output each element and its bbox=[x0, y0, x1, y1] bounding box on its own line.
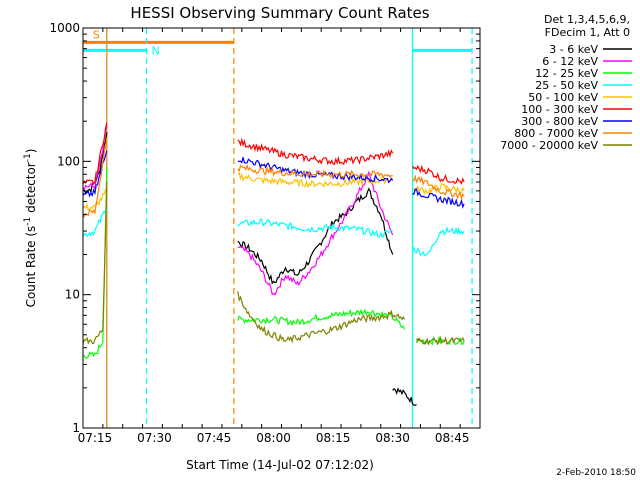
flag-label-night: N bbox=[152, 44, 160, 57]
legend-label-5: 100 - 300 keV bbox=[521, 103, 598, 116]
series-line-4-segment-1 bbox=[237, 171, 393, 189]
legend-label-4: 50 - 100 keV bbox=[528, 91, 598, 104]
x-tick-label-3: 08:00 bbox=[256, 431, 291, 445]
y-tick-label-1: 10 bbox=[65, 288, 80, 302]
series-line-5-segment-2 bbox=[411, 164, 465, 185]
axes-layer: 1 10 100 1000 07:15 07:30 07:45 08:00 08:15 08:30… bbox=[49, 21, 481, 445]
y-tick-label-2: 100 bbox=[57, 154, 80, 168]
legend-label-7: 800 - 7000 keV bbox=[514, 127, 598, 140]
flag-label-saa: S bbox=[93, 28, 100, 41]
series-line-5-segment-0 bbox=[82, 122, 108, 186]
series-layer bbox=[82, 122, 465, 407]
series-line-7-segment-1 bbox=[237, 163, 393, 179]
y-tick-label-3: 1000 bbox=[49, 21, 80, 35]
series-line-8-segment-1 bbox=[237, 291, 406, 344]
series-line-1-segment-0 bbox=[82, 125, 108, 191]
legend-label-1: 6 - 12 keV bbox=[542, 55, 598, 68]
legend-label-8: 7000 - 20000 keV bbox=[500, 139, 598, 152]
series-line-0-segment-2 bbox=[392, 387, 417, 407]
legend-header-line-1: Det 1,3,4,5,6,9, bbox=[544, 13, 630, 26]
x-tick-label-5: 08:30 bbox=[375, 431, 410, 445]
series-line-5-segment-1 bbox=[237, 137, 394, 166]
series-line-7-segment-0 bbox=[82, 137, 108, 218]
legend-label-3: 25 - 50 keV bbox=[535, 79, 598, 92]
series-line-6-segment-1 bbox=[237, 157, 394, 184]
series-line-8-segment-0 bbox=[82, 181, 108, 345]
series-line-6-segment-2 bbox=[412, 188, 465, 209]
series-line-3-segment-1 bbox=[237, 218, 393, 238]
flag-layer: SN bbox=[83, 28, 473, 57]
x-tick-label-2: 07:45 bbox=[197, 431, 232, 445]
marker-layer bbox=[106, 28, 473, 428]
series-line-3-segment-0 bbox=[82, 207, 108, 238]
series-line-2-segment-0 bbox=[82, 167, 108, 359]
series-line-2-segment-1 bbox=[237, 308, 406, 330]
x-tick-label-1: 07:30 bbox=[137, 431, 172, 445]
x-axis-label: Start Time (14-Jul-02 07:12:02) bbox=[186, 458, 374, 472]
series-line-7-segment-2 bbox=[412, 174, 465, 201]
x-tick-label-6: 08:45 bbox=[435, 431, 470, 445]
legend-header-line-2: FDecim 1, Att 0 bbox=[545, 26, 630, 39]
series-line-8-segment-2 bbox=[415, 335, 465, 346]
footer-date: 2-Feb-2010 18:50 bbox=[556, 468, 636, 478]
legend-label-0: 3 - 6 keV bbox=[549, 43, 598, 56]
x-tick-label-0: 07:15 bbox=[78, 431, 113, 445]
x-tick-label-4: 08:15 bbox=[316, 431, 351, 445]
legend-label-6: 300 - 800 keV bbox=[521, 115, 598, 128]
series-line-3-segment-2 bbox=[411, 226, 465, 257]
series-line-0-segment-1 bbox=[237, 187, 394, 285]
chart-title: HESSI Observing Summary Count Rates bbox=[130, 4, 429, 22]
y-tick-label-0: 1 bbox=[72, 421, 80, 435]
y-axis-label: Count Rate (s-1 detector-1) bbox=[23, 149, 38, 308]
legend-label-2: 12 - 25 keV bbox=[535, 67, 598, 80]
series-line-4-segment-0 bbox=[82, 188, 108, 211]
